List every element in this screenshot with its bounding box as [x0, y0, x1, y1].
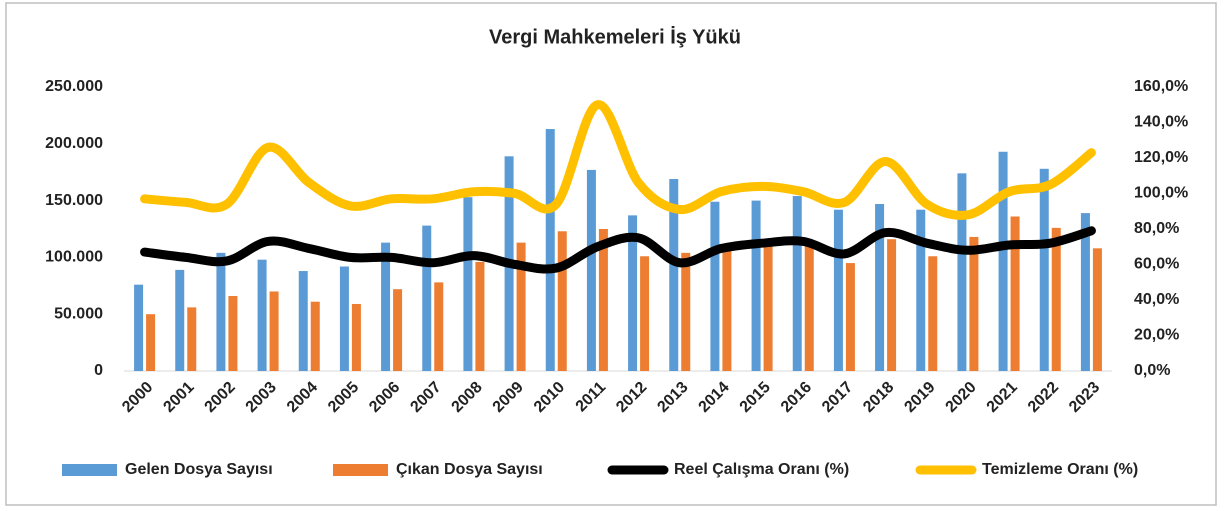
bar: [916, 209, 926, 371]
bar: [845, 263, 855, 371]
bar: [998, 151, 1008, 371]
bar: [875, 204, 885, 371]
bar: [269, 291, 279, 371]
bar: [887, 239, 897, 371]
bar: [310, 301, 320, 371]
bar: [763, 246, 773, 371]
bar: [298, 271, 308, 371]
y2-tick-label: 160,0%: [1134, 78, 1188, 95]
y2-tick-label: 40,0%: [1134, 291, 1179, 308]
bar: [598, 229, 608, 371]
legend-swatch: [62, 464, 117, 476]
y2-tick-label: 120,0%: [1134, 149, 1188, 166]
bar: [557, 231, 567, 371]
line: [140, 100, 1096, 220]
y-tick-label: 50.000: [54, 305, 103, 322]
legend-swatch: [333, 464, 388, 476]
bar: [216, 252, 226, 371]
bar: [804, 244, 814, 371]
bar: [1080, 213, 1090, 371]
y2-tick-label: 20,0%: [1134, 327, 1179, 344]
bar: [381, 242, 391, 371]
bar: [422, 225, 432, 371]
legend-label: Gelen Dosya Sayısı: [125, 461, 273, 478]
bar: [134, 284, 144, 371]
y2-tick-label: 100,0%: [1134, 185, 1188, 202]
bar: [669, 179, 679, 371]
bar: [434, 282, 444, 371]
y-tick-label: 200.000: [45, 135, 103, 152]
bar: [928, 256, 938, 371]
bar: [463, 197, 473, 371]
bar: [516, 242, 526, 371]
y-tick-label: 100.000: [45, 249, 103, 266]
bar: [969, 236, 979, 371]
y2-tick-label: 140,0%: [1134, 114, 1188, 131]
y-tick-label: 150.000: [45, 192, 103, 209]
bar: [628, 215, 638, 371]
legend-label: Temizleme Oranı (%): [982, 461, 1138, 478]
chart-title: Vergi Mahkemeleri İş Yükü: [489, 25, 741, 48]
bar: [1010, 216, 1020, 371]
bar: [1051, 227, 1061, 371]
bar: [146, 314, 156, 371]
y2-tick-label: 60,0%: [1134, 256, 1179, 273]
bar: [187, 307, 197, 371]
bar: [1039, 168, 1049, 371]
y-tick-label: 0: [94, 362, 103, 379]
bar: [833, 209, 843, 371]
bar: [586, 169, 596, 371]
bar: [475, 261, 485, 371]
bar: [681, 252, 691, 371]
bar: [175, 269, 185, 371]
bar: [1092, 248, 1102, 371]
bar: [339, 266, 349, 371]
legend-label: Çıkan Dosya Sayısı: [396, 461, 543, 478]
y2-tick-label: 80,0%: [1134, 220, 1179, 237]
bar: [257, 259, 267, 371]
bar: [351, 303, 361, 371]
legend-label: Reel Çalışma Oranı (%): [674, 461, 849, 478]
bar: [545, 129, 555, 371]
bar: [640, 256, 650, 371]
bar: [228, 296, 238, 371]
bar: [393, 289, 403, 371]
bar: [957, 173, 967, 371]
line: [140, 226, 1096, 274]
bar: [710, 201, 720, 371]
bar: [751, 200, 761, 371]
bar: [722, 250, 732, 371]
y2-tick-label: 0,0%: [1134, 362, 1170, 379]
y-tick-label: 250.000: [45, 78, 103, 95]
bar: [792, 196, 802, 371]
